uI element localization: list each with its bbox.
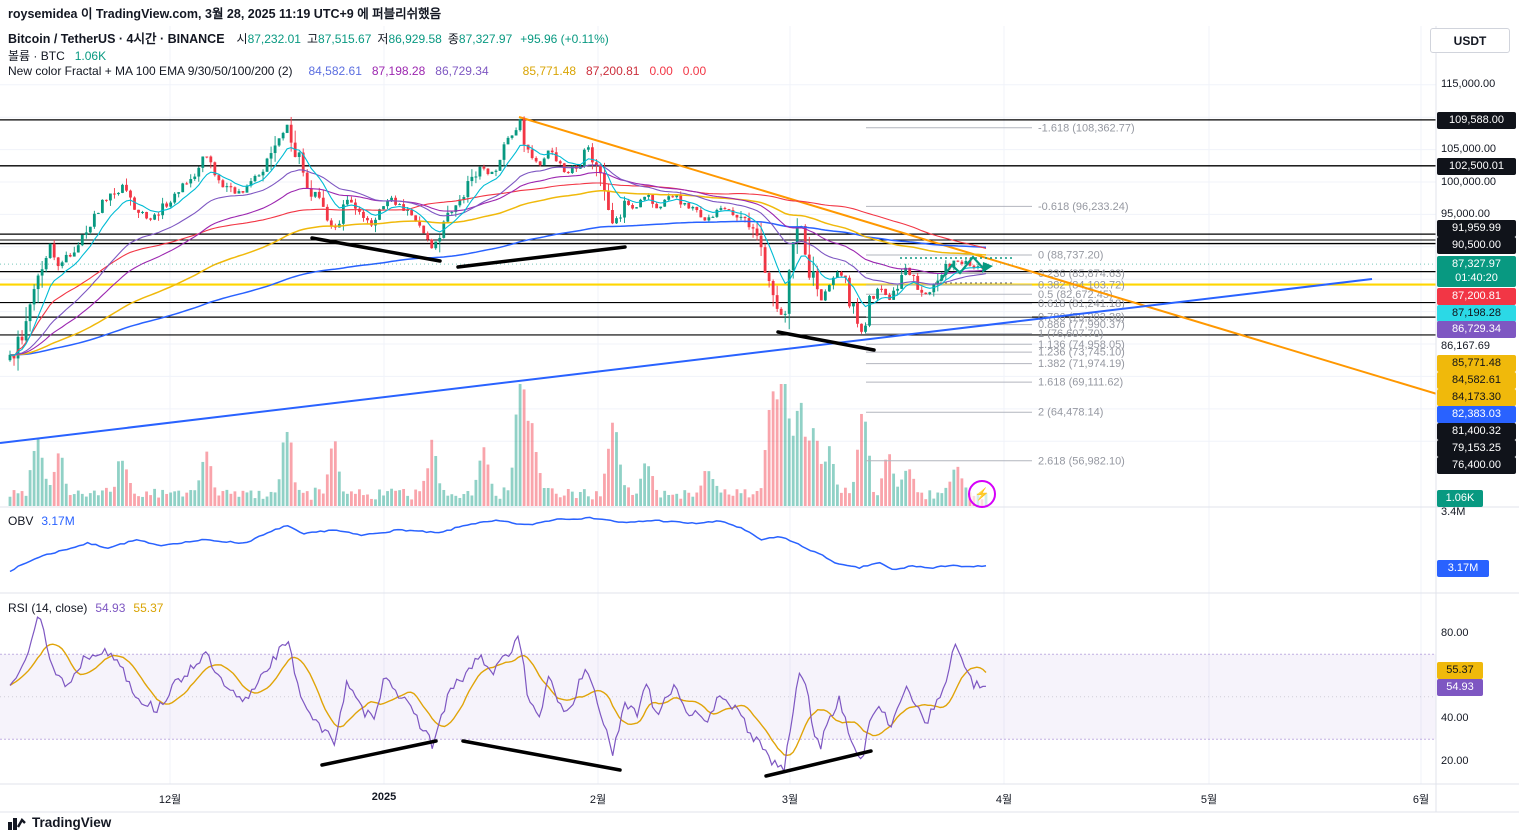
svg-text:1.136 (74,958.05): 1.136 (74,958.05) [1038, 339, 1125, 351]
indicator-value: 87,200.81 [586, 64, 640, 78]
svg-text:-0.618 (96,233.24): -0.618 (96,233.24) [1038, 201, 1129, 213]
indicator-value: 87,198.28 [371, 64, 426, 78]
svg-text:0.236 (85,874.63): 0.236 (85,874.63) [1038, 268, 1125, 280]
price-axis-badge: 90,500.00 [1437, 236, 1516, 254]
price-axis-label: 3.4M [1441, 506, 1466, 518]
ohlc-field-value: 87,515.67 [318, 32, 372, 46]
price-axis-label: 80.00 [1441, 627, 1469, 639]
publish-bar: roysemidea 이 TradingView.com, 3월 28, 202… [8, 3, 441, 22]
obv-value: 3.17M [41, 514, 75, 528]
indicator-value: 85,771.48 [522, 64, 577, 78]
price-axis-badge: 86,729.34 [1437, 320, 1516, 338]
ohlc-field-value: 86,929.58 [388, 32, 442, 46]
time-axis-label[interactable]: 4월 [995, 794, 1013, 806]
price-axis-badge: 87,327.97 01:40:20 [1437, 255, 1516, 287]
price-axis-badge: 85,771.48 [1437, 354, 1516, 372]
symbol-legend-row[interactable]: Bitcoin / TetherUS · 4시간 · BINANCE 시87,2… [8, 28, 609, 47]
time-axis-label[interactable]: 6월 [1412, 794, 1430, 806]
ohlc-field-label: 저 [377, 32, 389, 46]
svg-text:1.382 (71,974.19): 1.382 (71,974.19) [1038, 358, 1125, 370]
footer-brand[interactable]: TradingView [8, 815, 111, 830]
price-axis-badge: 3.17M [1437, 559, 1489, 577]
rsi-value: 54.93 [95, 601, 126, 615]
price-axis-badge: 82,383.03 [1437, 405, 1516, 423]
currency-toggle-button[interactable]: USDT [1430, 28, 1510, 53]
svg-text:2.618 (56,982.10): 2.618 (56,982.10) [1038, 455, 1125, 467]
indicator-legend-row[interactable]: New color Fractal + MA 100 EMA 9/30/50/1… [8, 64, 706, 78]
price-axis-label: 105,000.00 [1441, 143, 1497, 155]
price-axis-label: 115,000.00 [1441, 78, 1496, 90]
time-axis-label[interactable]: 2025 [371, 791, 397, 803]
svg-text:1.618 (69,111.62): 1.618 (69,111.62) [1038, 377, 1123, 389]
indicator-values: 84,582.61 87,198.28 86,729.34 85,771.48 87,2… [298, 64, 706, 78]
price-axis-badge: 87,198.28 [1437, 304, 1516, 322]
ohlc-field-label: 고 [306, 32, 319, 46]
svg-text:0.382 (84,103.72): 0.382 (84,103.72) [1038, 280, 1125, 292]
price-change: +95.96 (+0.11%) [520, 32, 609, 46]
price-axis-label: 100,000.00 [1441, 176, 1497, 188]
publish-info: 이 TradingView.com, 3월 28, 2025 11:19 UTC… [77, 7, 442, 21]
svg-text:0.786 (79,203.38): 0.786 (79,203.38) [1038, 311, 1125, 323]
svg-text:0.618 (81,241.18): 0.618 (81,241.18) [1038, 298, 1125, 310]
svg-text:1.236 (73,745.10): 1.236 (73,745.10) [1038, 347, 1125, 359]
svg-text:2 (64,478.14): 2 (64,478.14) [1038, 407, 1103, 419]
indicator-value: 84,582.61 [308, 64, 362, 78]
price-axis-badge: 81,400.32 [1437, 422, 1516, 440]
volume-legend-value: 1.06K [74, 49, 107, 63]
price-axis-badge: 87,200.81 [1437, 287, 1516, 305]
price-axis-label: 20.00 [1441, 755, 1469, 767]
ohlc-field-value: 87,232.01 [247, 32, 301, 46]
ohlc-field-label: 종 [447, 32, 459, 46]
price-axis-badge: 55.37 [1437, 661, 1483, 679]
ohlc-field-value: 87,327.97 [458, 32, 513, 46]
ohlc-field-label: 시 [236, 32, 248, 46]
countdown-timer: 01:40:20 [1455, 272, 1498, 284]
svg-text:0 (88,737.20): 0 (88,737.20) [1038, 249, 1103, 261]
svg-text:1 (76,607.70): 1 (76,607.70) [1038, 328, 1103, 340]
publisher-name[interactable]: roysemidea [8, 7, 78, 21]
price-axis-label: 95,000.00 [1441, 208, 1490, 220]
rsi-pane-legend[interactable]: RSI (14, close) 54.93 55.37 [8, 601, 163, 615]
price-axis-badge: 91,959.99 [1437, 219, 1516, 237]
symbol-title[interactable]: Bitcoin / TetherUS · 4시간 · BINANCE [8, 32, 225, 46]
volume-legend-label[interactable]: 볼륨 · BTC [8, 49, 65, 63]
price-axis-badge: 79,153.25 [1437, 439, 1516, 457]
time-axis-label[interactable]: 3월 [781, 794, 799, 806]
svg-text:0.5 (82,672.45): 0.5 (82,672.45) [1038, 289, 1113, 301]
indicator-value: 86,729.34 [435, 64, 489, 78]
time-axis-label[interactable]: 12월 [158, 794, 182, 806]
price-axis-badge: 54.93 [1437, 678, 1483, 696]
price-axis-label: 86,167.69 [1441, 340, 1490, 352]
indicator-name[interactable]: New color Fractal + MA 100 EMA 9/30/50/1… [8, 64, 293, 78]
rsi-ma-value: 55.37 [133, 601, 164, 615]
time-axis-label[interactable]: 2월 [589, 794, 607, 806]
obv-pane-legend[interactable]: OBV 3.17M [8, 514, 75, 528]
price-axis-badge: 102,500.01 [1437, 157, 1516, 175]
price-axis-badge: 76,400.00 [1437, 456, 1516, 474]
obv-label[interactable]: OBV [8, 514, 34, 528]
lightning-sticker-icon[interactable]: ⚡ [968, 480, 996, 508]
time-axis-label[interactable]: 5월 [1200, 794, 1218, 806]
volume-legend-row[interactable]: 볼륨 · BTC 1.06K [8, 47, 106, 64]
svg-text:0.886 (77,990.37): 0.886 (77,990.37) [1038, 319, 1125, 331]
price-axis-badge: 1.06K [1437, 489, 1483, 507]
indicator-value: 0.00 [649, 64, 673, 78]
svg-text:-1.618 (108,362.77): -1.618 (108,362.77) [1038, 122, 1135, 134]
price-axis-label: 40.00 [1441, 712, 1469, 724]
price-axis-badge: 84,173.30 [1437, 388, 1516, 406]
price-axis-badge: 84,582.61 [1437, 371, 1516, 389]
rsi-label[interactable]: RSI (14, close) [8, 601, 88, 615]
tradingview-logo-icon [8, 818, 26, 830]
ohlc-values: 시87,232.01 고87,515.67 저86,929.58 종87,327.97… [231, 30, 609, 47]
price-axis-badge: 109,588.00 [1437, 111, 1516, 129]
indicator-value: 0.00 [682, 64, 707, 78]
tradingview-wordmark: TradingView [32, 815, 112, 830]
